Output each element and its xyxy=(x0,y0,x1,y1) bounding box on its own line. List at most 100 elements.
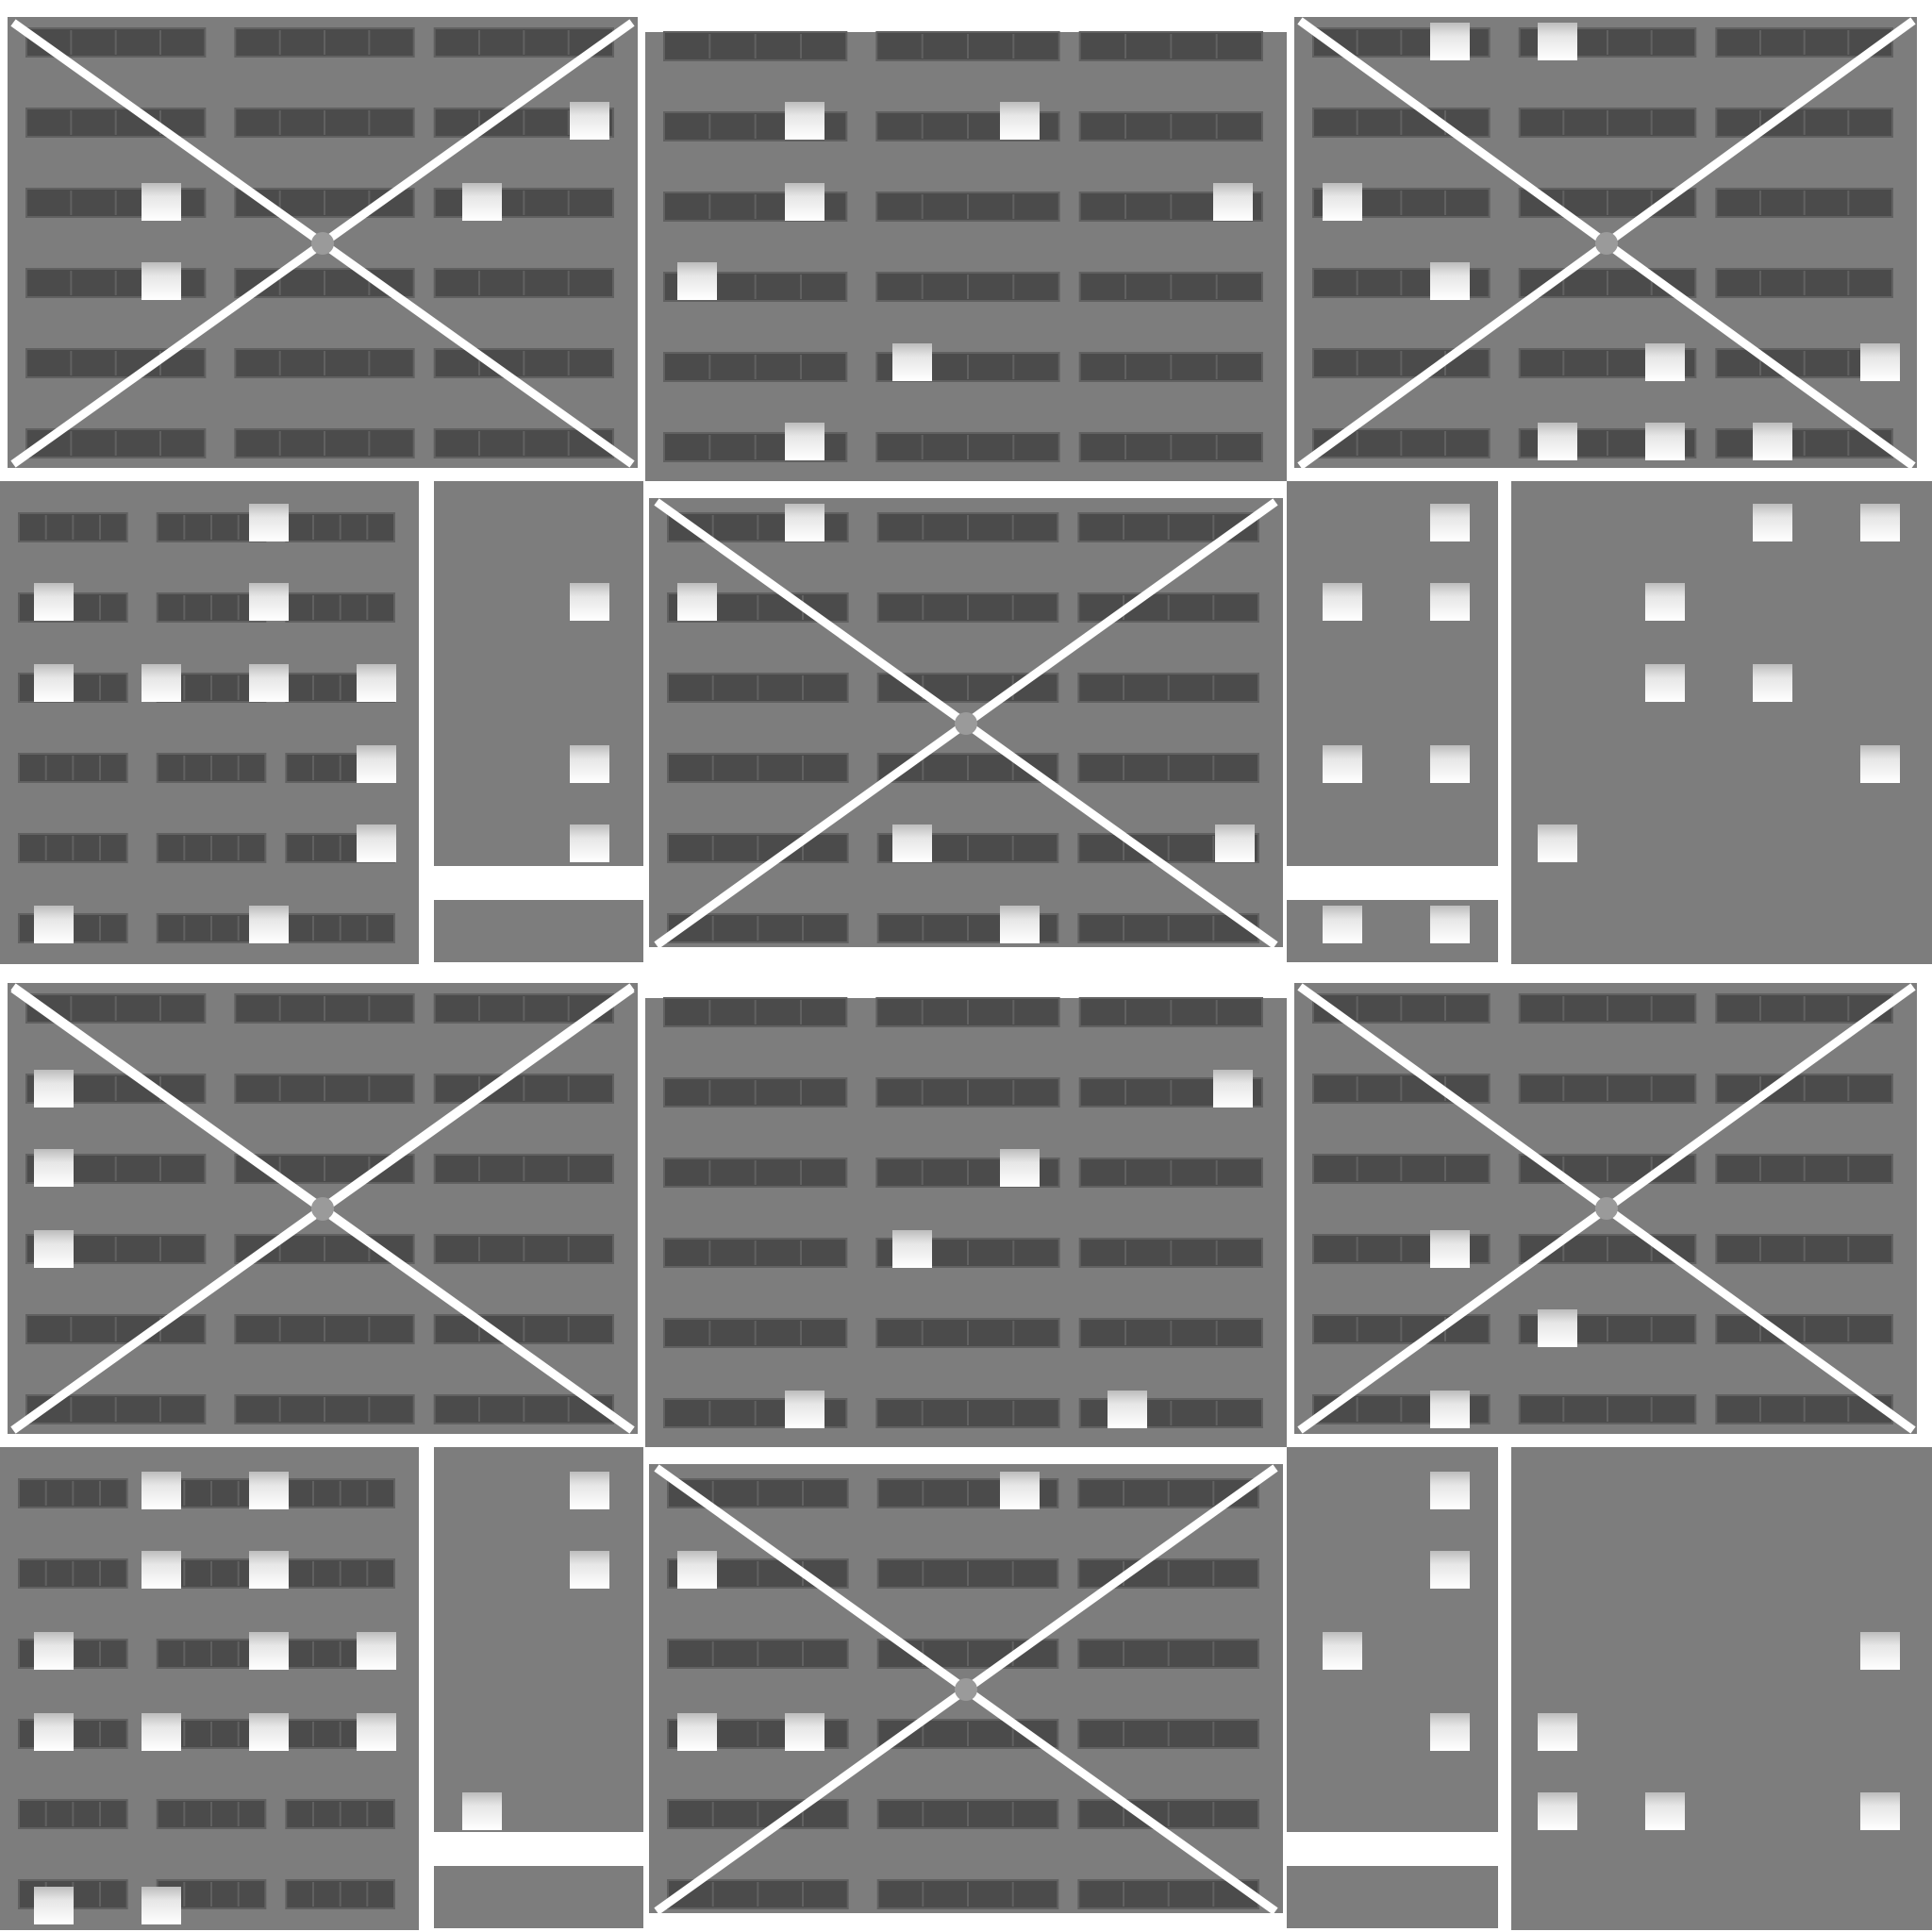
lit-window xyxy=(677,583,717,621)
lit-window xyxy=(34,1887,74,1924)
lit-window xyxy=(142,1713,181,1751)
lit-window xyxy=(1213,1070,1253,1108)
lit-window xyxy=(462,183,502,221)
lit-window xyxy=(1753,423,1792,460)
lit-window xyxy=(1430,504,1470,541)
wide-panel xyxy=(645,998,1287,1447)
lit-window xyxy=(1430,1551,1470,1589)
lit-window xyxy=(1430,23,1470,60)
lit-window xyxy=(1430,1713,1470,1751)
lit-window xyxy=(1430,1472,1470,1509)
lit-window xyxy=(142,262,181,300)
lit-window xyxy=(1538,1792,1577,1830)
narrow-panel xyxy=(1287,1866,1498,1928)
brace-node xyxy=(311,232,334,255)
lit-window xyxy=(1108,1391,1147,1428)
lit-window xyxy=(142,1887,181,1924)
lit-window xyxy=(1538,423,1577,460)
lit-window xyxy=(1000,1149,1040,1187)
narrow-panel xyxy=(0,1447,419,1930)
lit-window xyxy=(34,664,74,702)
lit-window xyxy=(1323,583,1362,621)
lit-window xyxy=(785,1713,824,1751)
lit-window xyxy=(1000,102,1040,140)
narrow-panel xyxy=(434,481,643,866)
narrow-panel xyxy=(1511,481,1932,964)
lit-window xyxy=(34,1713,74,1751)
narrow-panel xyxy=(0,481,419,964)
lit-window xyxy=(677,1551,717,1589)
lit-window xyxy=(1860,343,1900,381)
lit-window xyxy=(1538,1309,1577,1347)
lit-window xyxy=(357,1632,396,1670)
lit-window xyxy=(570,102,609,140)
lit-window xyxy=(1430,1391,1470,1428)
lit-window xyxy=(357,1713,396,1751)
narrow-panel xyxy=(1287,481,1498,866)
lit-window xyxy=(785,1391,824,1428)
lit-window xyxy=(1430,1230,1470,1268)
lit-window xyxy=(1645,343,1685,381)
narrow-panel xyxy=(434,1447,643,1832)
lit-window xyxy=(1323,745,1362,783)
lit-window xyxy=(785,102,824,140)
lit-window xyxy=(1000,1472,1040,1509)
lit-window xyxy=(1000,906,1040,943)
lit-window xyxy=(1430,906,1470,943)
lit-window xyxy=(785,183,824,221)
lit-window xyxy=(785,423,824,460)
wide-panel xyxy=(645,32,1287,481)
lit-window xyxy=(34,583,74,621)
brace-node xyxy=(955,712,977,735)
lit-window xyxy=(1215,824,1255,862)
narrow-panel xyxy=(1511,1447,1932,1930)
lit-window xyxy=(462,1792,502,1830)
lit-window xyxy=(1645,664,1685,702)
lit-window xyxy=(357,664,396,702)
lit-window xyxy=(34,1070,74,1108)
lit-window xyxy=(1213,183,1253,221)
lit-window xyxy=(1753,664,1792,702)
brace-node xyxy=(1595,1197,1618,1220)
lit-window xyxy=(1323,183,1362,221)
lit-window xyxy=(570,1472,609,1509)
lit-window xyxy=(677,262,717,300)
lit-window xyxy=(34,1632,74,1670)
lit-window xyxy=(249,1551,289,1589)
lit-window xyxy=(34,906,74,943)
lit-window xyxy=(1430,745,1470,783)
lit-window xyxy=(142,1472,181,1509)
narrow-panel xyxy=(434,900,643,962)
lit-window xyxy=(1430,262,1470,300)
lit-window xyxy=(1860,1792,1900,1830)
lit-window xyxy=(1860,1632,1900,1670)
lit-window xyxy=(570,745,609,783)
lit-window xyxy=(1645,1792,1685,1830)
lit-window xyxy=(570,583,609,621)
lit-window xyxy=(142,1551,181,1589)
lit-window xyxy=(249,583,289,621)
facade-tiles xyxy=(0,17,1932,1930)
lit-window xyxy=(142,664,181,702)
lit-window xyxy=(1860,745,1900,783)
lit-window xyxy=(142,183,181,221)
narrow-panel xyxy=(1287,1447,1498,1832)
lit-window xyxy=(249,1713,289,1751)
lit-window xyxy=(892,343,932,381)
lit-window xyxy=(1323,1632,1362,1670)
lit-window xyxy=(785,504,824,541)
lit-window xyxy=(249,504,289,541)
lit-window xyxy=(249,664,289,702)
lit-window xyxy=(1645,583,1685,621)
lit-window xyxy=(1753,504,1792,541)
lit-window xyxy=(249,1632,289,1670)
lit-window xyxy=(1538,824,1577,862)
lit-window xyxy=(357,824,396,862)
lit-window xyxy=(892,824,932,862)
lit-window xyxy=(34,1149,74,1187)
narrow-panel xyxy=(434,1866,643,1928)
lit-window xyxy=(1860,504,1900,541)
lit-window xyxy=(1538,23,1577,60)
lit-window xyxy=(249,906,289,943)
